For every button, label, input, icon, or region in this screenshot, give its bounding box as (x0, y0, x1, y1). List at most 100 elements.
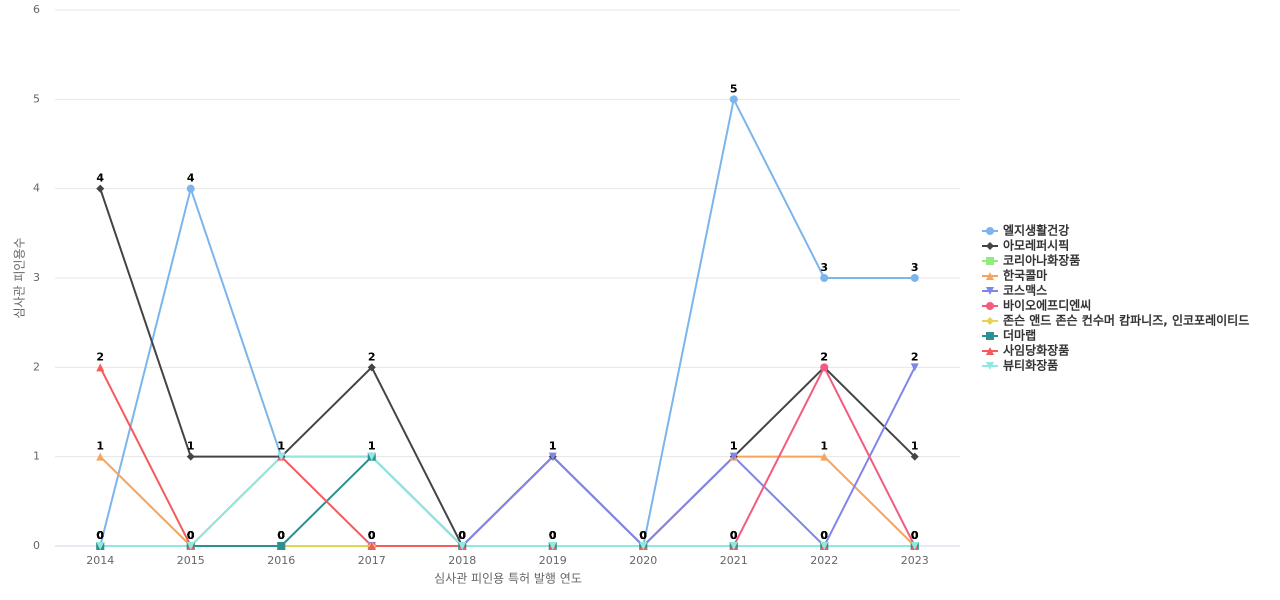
data-label: 0 (820, 529, 828, 542)
data-label: 0 (549, 529, 557, 542)
data-label: 0 (187, 529, 195, 542)
legend-marker (986, 347, 994, 355)
point (820, 542, 829, 550)
legend-marker (986, 317, 994, 325)
data-label: 1 (187, 440, 195, 453)
data-label: 0 (277, 529, 285, 542)
point (96, 363, 105, 372)
data-label: 1 (730, 440, 738, 453)
data-label: 0 (368, 529, 376, 542)
data-label: 0 (911, 529, 919, 542)
data-label: 0 (820, 529, 828, 542)
data-label: 0 (911, 529, 919, 542)
y-tick-label: 6 (33, 3, 40, 16)
point (910, 363, 919, 372)
data-label: 0 (730, 529, 738, 542)
data-label: 0 (368, 529, 376, 542)
data-label: 1 (277, 440, 285, 453)
data-label: 0 (96, 529, 104, 542)
data-label: 0 (277, 529, 285, 542)
point (820, 274, 829, 282)
data-label: 0 (549, 529, 557, 542)
x-tick-label: 2021 (720, 554, 748, 567)
point (277, 542, 286, 550)
data-label: 0 (96, 529, 104, 542)
point (548, 452, 557, 461)
data-label: 3 (820, 261, 828, 274)
data-label: 1 (96, 440, 104, 453)
point (729, 95, 738, 104)
legend-label: 뷰티화장품 (1003, 358, 1058, 373)
data-label: 1 (277, 440, 285, 453)
legend-marker (986, 227, 994, 235)
data-label: 2 (820, 350, 828, 363)
legend-label: 아모레퍼시픽 (1003, 238, 1069, 253)
data-label: 0 (187, 529, 195, 542)
data-label: 1 (277, 440, 285, 453)
data-label: 0 (911, 529, 919, 542)
legend-label: 코스맥스 (1003, 283, 1047, 298)
legend-label: 바이오에프디엔씨 (1003, 298, 1091, 313)
data-label: 0 (96, 529, 104, 542)
data-label: 0 (458, 529, 466, 542)
data-label: 0 (187, 529, 195, 542)
data-label: 0 (549, 529, 557, 542)
data-label: 0 (639, 529, 647, 542)
point (910, 274, 919, 282)
data-label: 0 (639, 529, 647, 542)
data-label: 0 (187, 529, 195, 542)
data-label: 1 (911, 440, 919, 453)
point (277, 452, 286, 461)
x-tick-label: 2015 (177, 554, 205, 567)
x-tick-label: 2017 (358, 554, 386, 567)
series-line (100, 455, 915, 547)
data-label: 0 (368, 529, 376, 542)
data-label: 0 (458, 529, 466, 542)
y-tick-label: 4 (33, 182, 40, 195)
data-label: 0 (187, 529, 195, 542)
data-label: 0 (187, 529, 195, 542)
legend-marker (986, 332, 994, 340)
data-label: 0 (458, 529, 466, 542)
data-label: 0 (96, 529, 104, 542)
point (639, 542, 648, 550)
point (367, 452, 376, 461)
data-label: 3 (911, 261, 919, 274)
point (820, 363, 829, 372)
data-label: 0 (458, 529, 466, 542)
x-tick-label: 2022 (810, 554, 838, 567)
data-label: 0 (820, 529, 828, 542)
y-tick-label: 1 (33, 450, 40, 463)
x-axis-title: 심사관 피인용 특허 발행 연도 (434, 571, 582, 586)
data-label: 0 (911, 529, 919, 542)
y-tick-label: 0 (33, 539, 40, 552)
data-label: 0 (820, 529, 828, 542)
data-label: 0 (458, 529, 466, 542)
data-label: 2 (911, 350, 919, 363)
point (729, 452, 738, 461)
data-label: 0 (368, 529, 376, 542)
data-label: 1 (277, 440, 285, 453)
legend-marker (986, 362, 994, 370)
data-label: 0 (911, 529, 919, 542)
y-tick-label: 3 (33, 271, 40, 284)
point (548, 542, 557, 550)
x-tick-label: 2016 (267, 554, 295, 567)
data-label: 0 (277, 529, 285, 542)
data-label: 0 (730, 529, 738, 542)
data-label: 0 (458, 529, 466, 542)
x-tick-label: 2018 (448, 554, 476, 567)
data-label: 0 (730, 529, 738, 542)
data-label: 1 (368, 440, 376, 453)
data-label: 1 (549, 440, 557, 453)
point (367, 542, 376, 550)
point (820, 452, 829, 461)
data-label: 0 (730, 529, 738, 542)
data-label: 0 (549, 529, 557, 542)
data-label: 0 (96, 529, 104, 542)
data-label: 0 (820, 529, 828, 542)
data-label: 4 (96, 172, 104, 185)
data-label: 0 (458, 529, 466, 542)
legend-marker (986, 287, 994, 295)
data-label: 0 (96, 529, 104, 542)
